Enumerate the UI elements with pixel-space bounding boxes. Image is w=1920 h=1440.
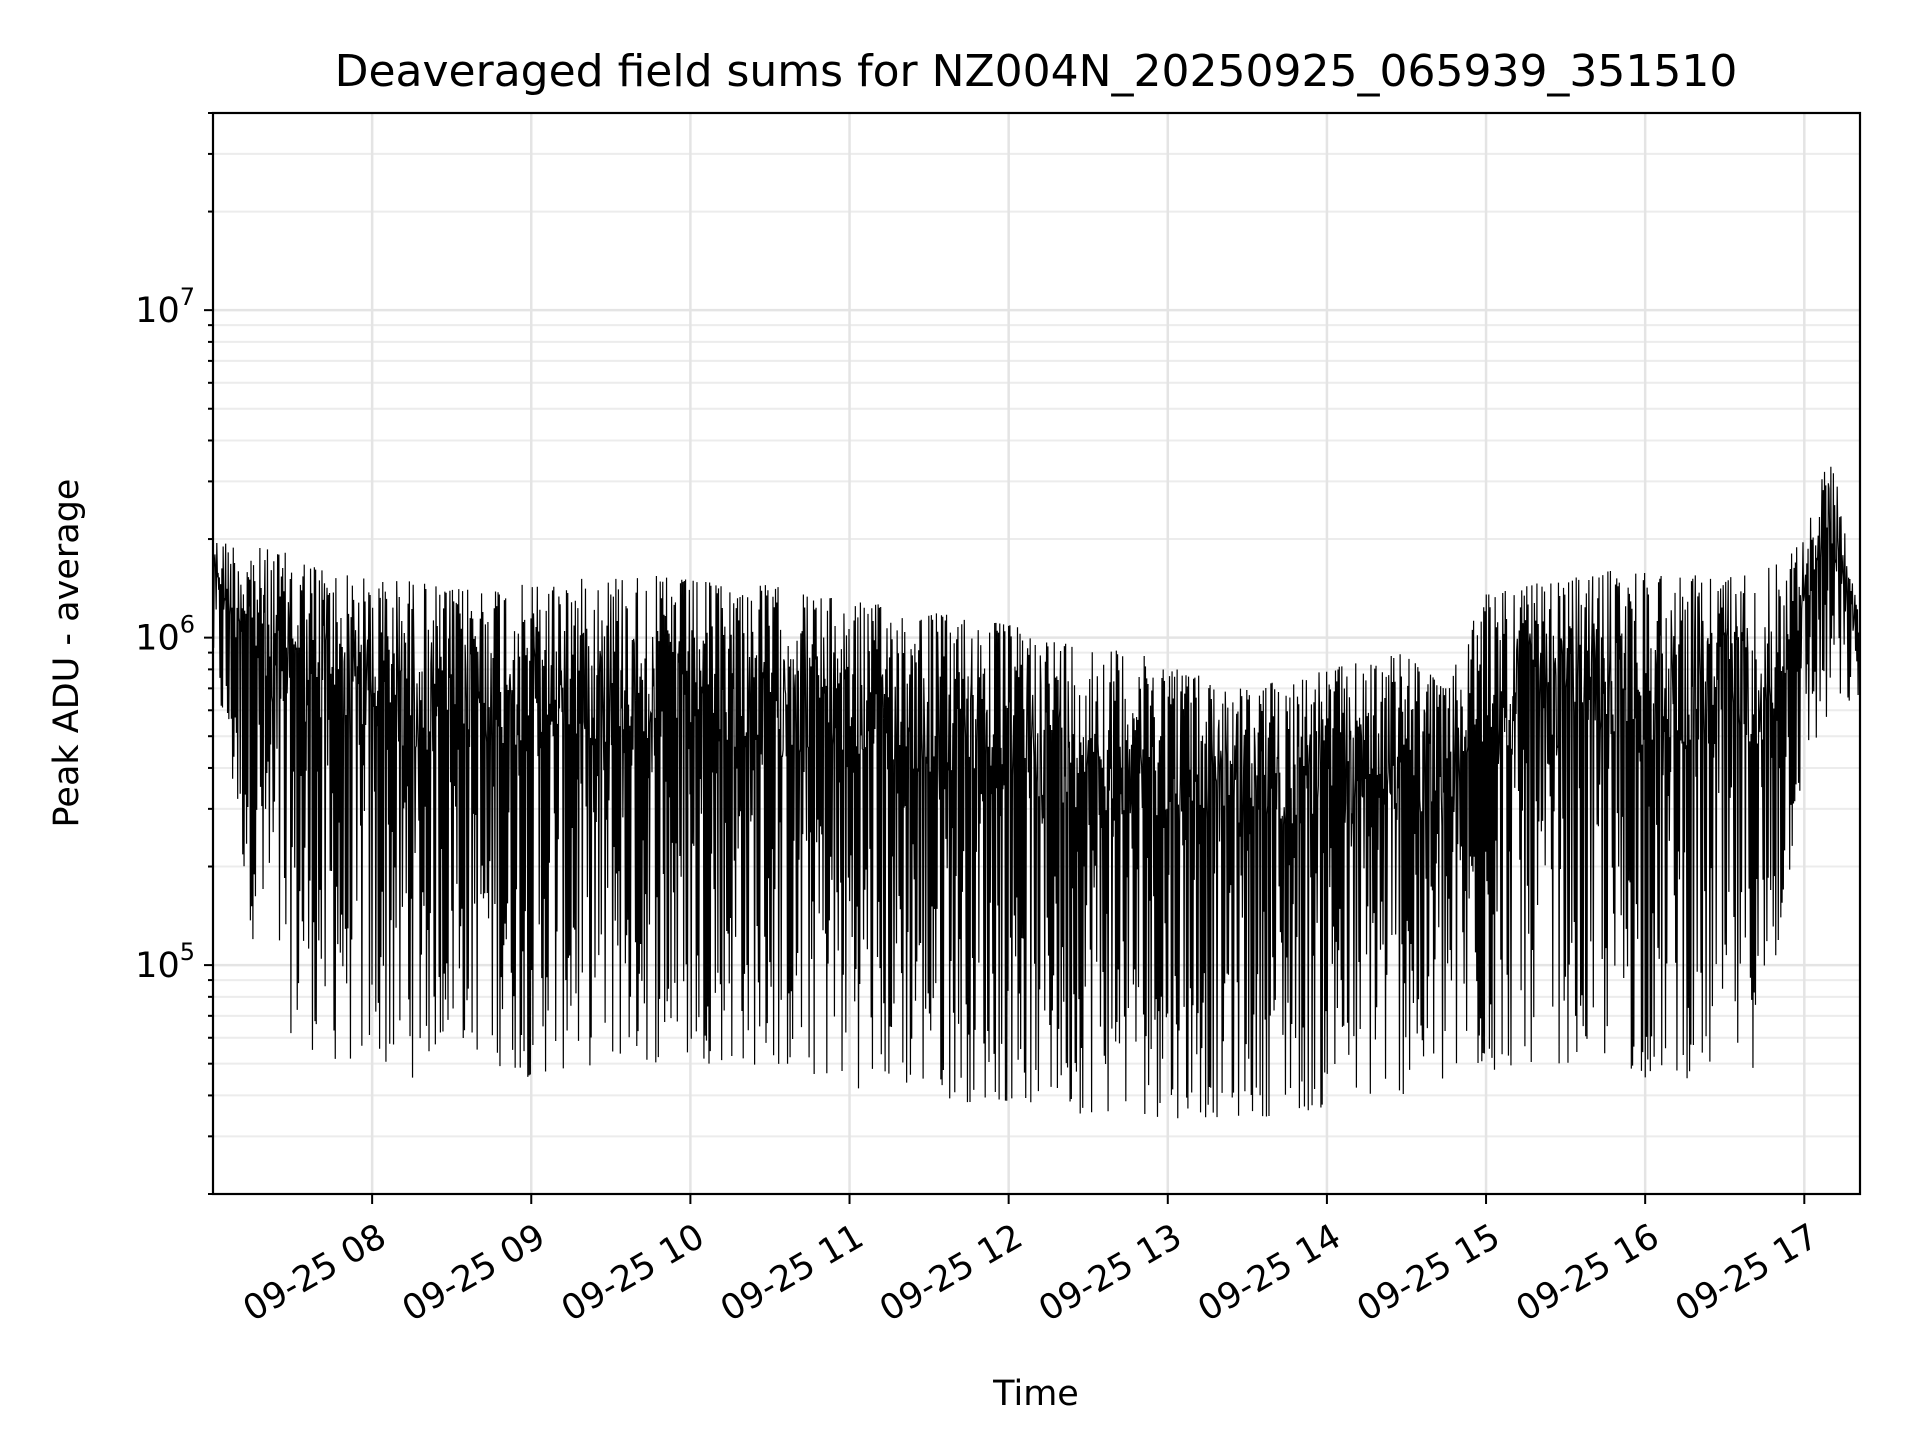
chart-title: Deaveraged field sums for NZ004N_2025092… (335, 46, 1738, 97)
y-tick-label: 105 (135, 938, 195, 986)
series-layer (213, 466, 1860, 1119)
y-axis: 105 106 107 (135, 112, 213, 1195)
x-axis-label: Time (992, 1374, 1079, 1414)
y-axis-label: Peak ADU - average (47, 479, 87, 828)
series-line (213, 466, 1860, 1119)
plot-area (213, 466, 1860, 1119)
y-tick-label: 106 (135, 611, 195, 659)
y-tick-label: 107 (135, 283, 195, 331)
